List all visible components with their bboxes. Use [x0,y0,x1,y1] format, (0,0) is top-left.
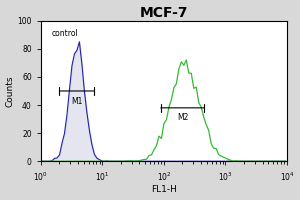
Y-axis label: Counts: Counts [6,75,15,107]
X-axis label: FL1-H: FL1-H [151,185,177,194]
Title: MCF-7: MCF-7 [140,6,188,20]
Text: M1: M1 [71,97,82,106]
Text: M2: M2 [177,113,188,122]
Text: control: control [52,29,78,38]
